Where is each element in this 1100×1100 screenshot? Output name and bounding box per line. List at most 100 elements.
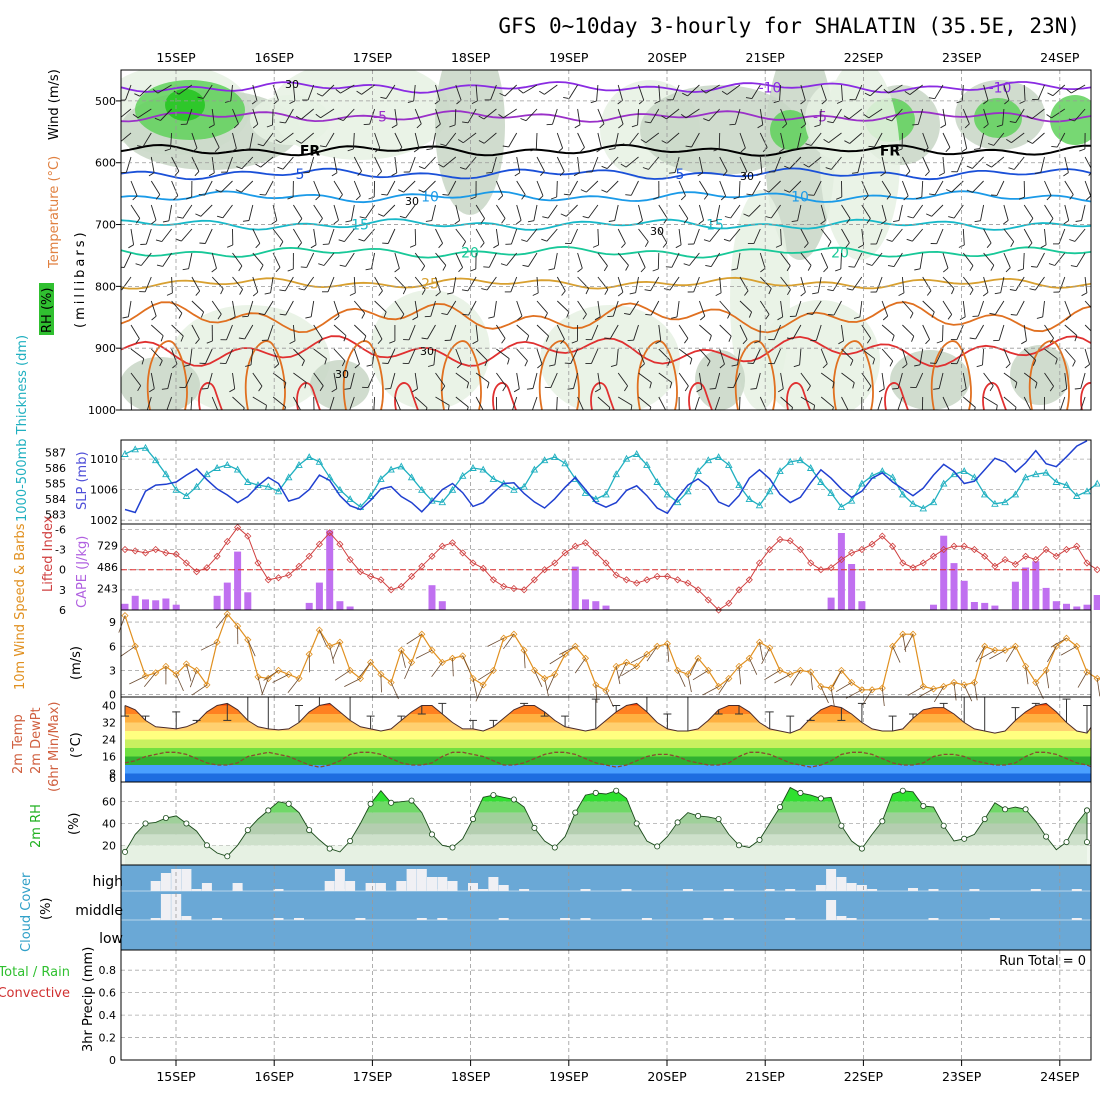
wind-barb-flag [347,148,354,152]
cloud-high-trace [621,889,632,891]
wind-barb-flag [582,314,587,320]
rh2m-point [285,800,292,807]
rh2m-point [449,844,456,851]
wind-barb-flag [872,358,876,365]
thickness-point [796,456,805,464]
cloud-high-trace [682,889,693,891]
wind-barb [536,276,539,294]
wind-barb [934,84,944,99]
wind-barb-flag [754,340,761,344]
wind-barb [570,348,579,364]
wind-barb-flag [936,340,943,344]
wind-barb [252,252,264,266]
wind-barb [676,300,680,317]
wind-barb-flag [1094,336,1096,342]
wind10-point [1073,642,1081,650]
wind-barb-flag [852,382,855,389]
wind-barb-flag [488,316,495,319]
wind-barb-flag [912,123,919,126]
wind-barb-flag [864,92,871,97]
wind10-point [1022,662,1030,670]
wind-barb [739,300,752,313]
wind-barb [919,252,924,269]
isotherm-label2-1: -5 [813,109,827,125]
wind-barb [252,228,261,244]
wind10-barb [344,678,361,687]
cape-bar [1063,603,1070,610]
wind-barb [897,372,903,389]
wind-barb [207,372,213,389]
rh-contour-label-2: 30 [650,225,664,238]
cape-bar [827,597,835,610]
wind-barb [556,396,558,410]
wind10-point [489,666,497,674]
wind-barb [525,108,538,122]
rh-area-10 [770,110,810,150]
lifted-index-point [285,571,293,579]
wind10-barb [359,662,371,677]
wind-barb [282,156,294,170]
wind10-point [715,682,723,691]
thickness-point [704,456,713,464]
wind-barb-flag [180,335,184,342]
wind-barb-flag [215,189,222,193]
wind-barb [638,372,652,383]
cape-bar [1032,561,1040,610]
thickness-point [806,464,815,471]
wind-barb-flag [486,382,490,389]
wind-barb [371,348,376,365]
wind-barb-flag [333,219,339,225]
wind-barb-flag [470,268,476,272]
cape-bar [305,602,313,610]
wind-barb [942,108,947,125]
wind-barb-flag [961,148,967,153]
wind-barb [365,204,375,219]
lifted-index-point [796,545,804,554]
wind-barb-flag [783,189,790,193]
wind-barb [435,252,447,266]
cloud-high-bar [375,883,386,891]
wind-barb-flag [459,166,466,170]
thickness-point [213,464,221,471]
wind-barb-flag [517,315,523,321]
lifted-index-point [602,559,610,567]
rh2m-point [572,809,579,816]
wind-barb [942,324,944,342]
wind10-point [295,674,303,683]
isotherm-line-8 [121,301,1091,334]
thickness-point [919,504,928,512]
thickness-point [131,445,139,453]
isotherm-label2-6: 20 [831,245,849,261]
wind-barb-flag [703,194,709,200]
wind-barb-flag [356,90,362,95]
wind-barb [881,348,894,362]
wind-barb-flag [705,264,712,268]
hot-cell-9 [1080,382,1091,410]
isotherm-line-2 [121,143,1091,157]
wind-barb [912,228,924,242]
wind10-point [152,669,160,677]
wind-barb-flag [258,313,265,316]
wind-barb-flag [915,196,922,200]
wind-barb [1031,108,1045,120]
wind-barb-flag [231,148,237,153]
wind-barb [768,180,781,193]
cloud-high-bar [181,869,192,891]
wind-barb-flag [719,363,725,369]
wind-barb-flag [206,340,213,344]
wind-barb [780,108,788,124]
wind-barb-flag [502,385,507,392]
wind-barb [150,180,161,195]
wind-barb-flag [560,213,567,217]
wind-barb [998,324,1005,341]
wind-barb-flag [703,239,710,242]
wind-barb-flag [245,364,252,367]
wind-barb-flag [661,115,667,120]
wind-barb-flag [354,363,360,369]
wind-barb-flag [926,290,932,296]
wind-barb [881,300,889,317]
lifted-index-point [397,582,405,591]
warm-cells [146,340,1091,410]
cape-bar [1042,587,1050,610]
cape-bar [346,606,354,610]
